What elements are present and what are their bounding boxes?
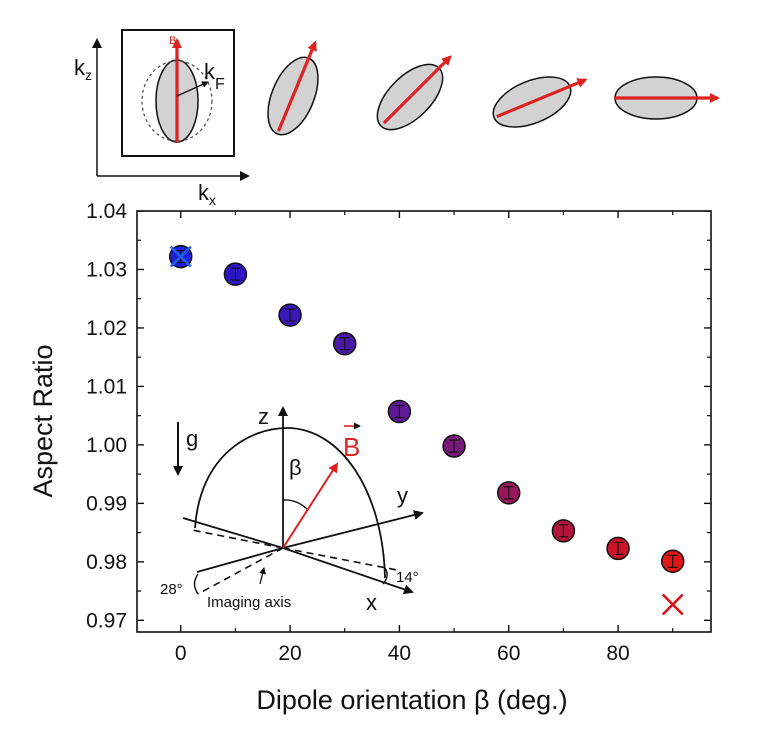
cross-markers: [169, 245, 684, 616]
y-tick-label: 1.03: [86, 258, 127, 281]
x-axis-title: Dipole orientation β (deg.): [256, 685, 567, 715]
data-point: [387, 399, 412, 424]
left-axis-line: [196, 547, 284, 573]
ellipse-schematic: [267, 40, 319, 136]
x-tick-label: 60: [497, 642, 520, 665]
dashed-line-left-upper: [191, 529, 284, 549]
y-axis-line: [282, 510, 424, 549]
y-axis: 0.97 0.98 0.99 1.00 1.01 1.02 1.03 1.04: [86, 200, 711, 632]
data-point: [223, 262, 248, 286]
data-point: [496, 481, 521, 505]
y-axis-title: Aspect Ratio: [28, 344, 58, 497]
ellipse-schematic: [614, 76, 720, 120]
cross-stroke: [169, 245, 192, 268]
data-point: [660, 549, 685, 573]
plot-area: [136, 210, 712, 633]
ellipse-schematic: [155, 38, 199, 143]
fermi-surface-schematics: kz kx kF B: [74, 29, 720, 208]
cross-marker: [169, 245, 192, 268]
x-label: x: [366, 590, 377, 615]
angle-14-label: 14°: [396, 569, 419, 586]
y-tick-label: 1.04: [86, 200, 127, 223]
beta-label: β: [289, 455, 302, 480]
cross-marker: [661, 593, 684, 616]
imaging-axis-label: Imaging axis: [207, 594, 291, 611]
x-tick-label: 40: [388, 642, 411, 665]
data-points: [168, 244, 685, 573]
y-tick-label: 0.98: [86, 551, 127, 574]
b-field-label: B: [343, 422, 361, 462]
first-panel-frame: [121, 29, 235, 157]
beta-angle-arc: [282, 499, 309, 511]
kz-sub: z: [85, 67, 92, 83]
y-tick-label: 1.01: [86, 375, 127, 398]
y-tick-label: 1.00: [86, 434, 127, 457]
cross-stroke: [661, 593, 684, 616]
angle-arc-28: [193, 573, 199, 595]
ellipse-schematic: [376, 55, 452, 131]
x-tick-label: 0: [175, 642, 187, 665]
geometry-inset: z y x β g B 28° 14° Imaging axis: [160, 404, 424, 615]
kx-base: k: [198, 180, 210, 205]
angle-28-label: 28°: [160, 581, 183, 598]
b-arrow: [382, 55, 452, 125]
x-tick-label: 80: [606, 642, 629, 665]
y-tick-label: 0.99: [86, 492, 127, 515]
back-axis-line: [182, 517, 284, 549]
b-letter: B: [343, 432, 360, 462]
kf-sub: F: [215, 76, 225, 93]
data-point: [606, 536, 630, 561]
g-label: g: [186, 426, 198, 451]
x-axis-line: [282, 547, 414, 595]
data-point: [278, 303, 302, 327]
data-point: [332, 331, 357, 356]
k-axes: kz kx: [74, 38, 250, 208]
kf-arrow: [176, 81, 209, 97]
kf-base: k: [204, 59, 216, 84]
inset-arc: [194, 427, 386, 579]
imaging-axis-dashed-line: [197, 547, 284, 595]
kz-axis-label: kz: [74, 55, 92, 83]
y-tick-label: 0.97: [86, 609, 127, 632]
top-b-label: B: [169, 35, 176, 47]
fermi-sphere-outline: [141, 60, 213, 142]
ellipse-series: [155, 38, 720, 143]
b-arrow: [496, 78, 588, 119]
imaging-axis-pointer: [259, 567, 266, 585]
z-label: z: [258, 404, 269, 429]
y-label: y: [397, 483, 408, 508]
kf-label: kF: [204, 59, 225, 93]
b-arrow: [276, 40, 317, 132]
kz-base: k: [74, 55, 86, 80]
b-vector-arrow: [282, 462, 339, 549]
data-point: [442, 434, 466, 458]
y-tick-label: 1.02: [86, 317, 127, 340]
x-axis: 0 20 40 60 80: [175, 211, 674, 665]
plot-border: [136, 210, 712, 633]
data-point: [551, 519, 576, 543]
dashed-line-right: [282, 547, 398, 571]
ellipse-schematic: [492, 76, 588, 128]
angle-arc-14: [382, 567, 388, 585]
kx-sub: x: [209, 192, 216, 208]
kx-axis-label: kx: [198, 180, 216, 208]
x-tick-label: 20: [278, 642, 301, 665]
